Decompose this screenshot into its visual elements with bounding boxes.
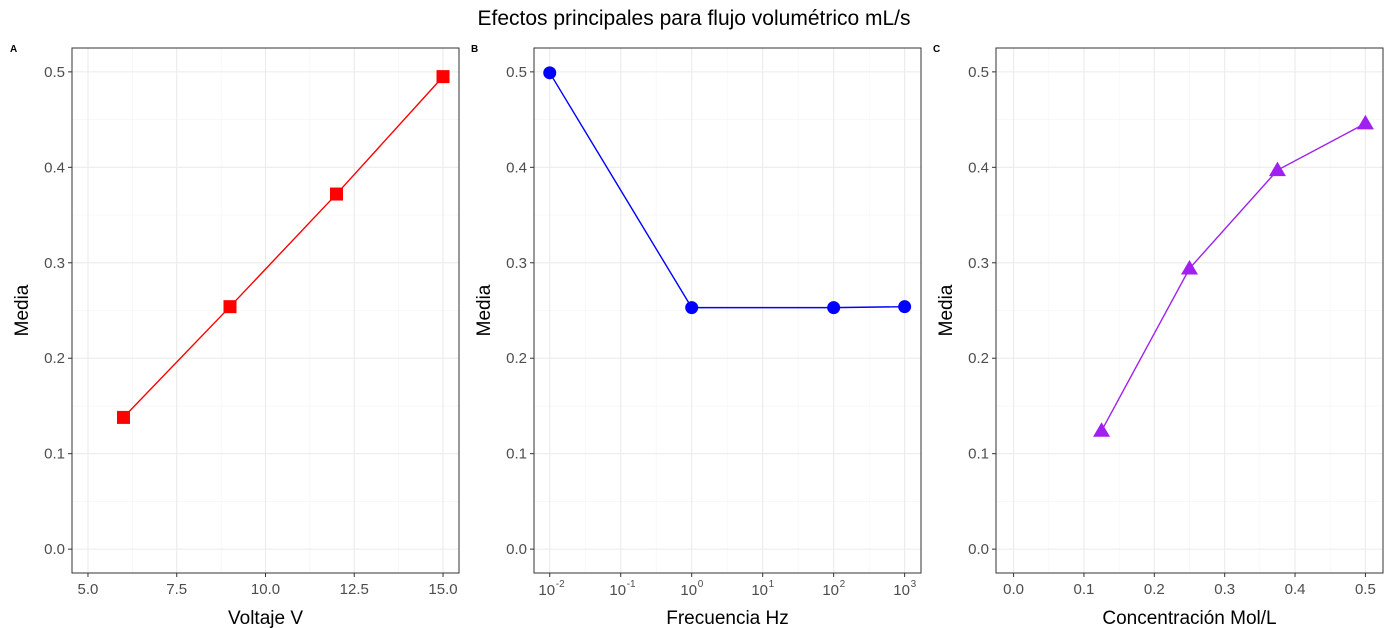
y-tick-label: 0.2 bbox=[44, 350, 65, 367]
y-tick-label: 0.1 bbox=[968, 446, 989, 463]
x-tick-label: 7.5 bbox=[166, 581, 187, 598]
x-tick-label: 10 0 bbox=[680, 579, 703, 599]
series-line bbox=[1100, 122, 1366, 432]
series-line bbox=[549, 72, 905, 309]
data-point bbox=[116, 410, 130, 424]
x-tick-base: 10 bbox=[893, 582, 910, 599]
plot-frame bbox=[533, 47, 922, 574]
x-tick-label: 15.0 bbox=[428, 581, 457, 598]
x-tick-label: 0.4 bbox=[1285, 581, 1306, 598]
plot-frame bbox=[995, 47, 1384, 574]
x-tick-exponent: -2 bbox=[556, 579, 565, 590]
y-tick-label: 0.4 bbox=[506, 159, 527, 176]
y-tick-label: 0.5 bbox=[506, 64, 527, 81]
data-point bbox=[827, 301, 841, 315]
x-tick-label: 10 -1 bbox=[609, 579, 636, 599]
data-point bbox=[1181, 260, 1198, 275]
x-tick-label: 0.1 bbox=[1074, 581, 1095, 598]
y-tick-label: 0.5 bbox=[968, 64, 989, 81]
y-tick-label: 0.0 bbox=[44, 541, 65, 558]
y-tick-label: 0.1 bbox=[506, 446, 527, 463]
data-point bbox=[543, 66, 557, 80]
x-tick-label: 10 1 bbox=[751, 579, 774, 599]
panel-b: 0.00.10.20.30.40.510 -2 10 -1 10 0 10 1 10 2 10 3Fr… bbox=[471, 44, 922, 628]
data-point bbox=[223, 300, 237, 314]
x-tick-exponent: 3 bbox=[911, 579, 917, 590]
panel-tag: C bbox=[933, 44, 940, 55]
y-axis-label: Media bbox=[12, 284, 33, 336]
data-point bbox=[330, 187, 344, 201]
y-tick-label: 0.0 bbox=[506, 541, 527, 558]
series-line bbox=[122, 76, 444, 418]
x-tick-label: 12.5 bbox=[340, 581, 369, 598]
x-tick-label: 10 2 bbox=[822, 579, 845, 599]
panels: 0.00.10.20.30.40.55.0 7.5 10.0 12.5 15.0Volt… bbox=[10, 44, 1384, 628]
y-tick-label: 0.3 bbox=[44, 255, 65, 272]
y-tick-label: 0.2 bbox=[968, 350, 989, 367]
data-point bbox=[436, 70, 450, 84]
x-tick-base: 10 bbox=[822, 582, 839, 599]
x-tick-label: 5.0 bbox=[78, 581, 99, 598]
y-tick-label: 0.4 bbox=[968, 159, 989, 176]
panel-tag: A bbox=[10, 44, 17, 55]
x-tick-exponent: 2 bbox=[840, 579, 846, 590]
x-tick-label: 0.2 bbox=[1144, 581, 1165, 598]
x-tick-base: 10 bbox=[538, 582, 555, 599]
x-tick-exponent: 0 bbox=[698, 579, 704, 590]
data-point bbox=[685, 301, 699, 315]
y-tick-label: 0.0 bbox=[968, 541, 989, 558]
data-point bbox=[1093, 422, 1111, 437]
panel-a: 0.0 0.1 0.2 0.3 0.4 0.5 5.0 7.5 10.0 12.5 15.0 Volt… bbox=[10, 44, 460, 628]
y-tick-label: 0.4 bbox=[44, 159, 65, 176]
data-point bbox=[1356, 114, 1374, 130]
y-axis-label: Media bbox=[474, 284, 495, 336]
x-tick-label: 0.5 bbox=[1355, 581, 1376, 598]
x-tick-exponent: 1 bbox=[769, 579, 775, 590]
x-axis-label: Voltaje V bbox=[228, 608, 303, 628]
data-point bbox=[1268, 161, 1286, 177]
y-tick-label: 0.3 bbox=[506, 255, 527, 272]
y-tick-label: 0.3 bbox=[968, 255, 989, 272]
x-axis-label: Concentración Mol/L bbox=[1102, 608, 1276, 628]
x-tick-exponent: -1 bbox=[627, 579, 636, 590]
panel-c: 0.0 0.1 0.2 0.3 0.4 0.5 0.0 0.1 0.2 0.3 0.4 0.5 Conc… bbox=[933, 44, 1384, 628]
x-axis-label: Frecuencia Hz bbox=[666, 608, 789, 628]
x-tick-base: 10 bbox=[609, 582, 626, 599]
x-tick-base: 10 bbox=[680, 582, 697, 599]
panel-tag: B bbox=[471, 44, 478, 55]
x-tick-base: 10 bbox=[751, 582, 768, 599]
y-axis-label: Media bbox=[936, 284, 957, 336]
x-tick-label: 0.0 bbox=[1003, 581, 1024, 598]
x-tick-label: 10 -2 bbox=[538, 579, 565, 599]
x-tick-label: 0.3 bbox=[1214, 581, 1235, 598]
x-tick-label: 10 3 bbox=[893, 579, 916, 599]
y-tick-label: 0.1 bbox=[44, 446, 65, 463]
data-point bbox=[898, 300, 912, 314]
y-tick-label: 0.5 bbox=[44, 64, 65, 81]
x-tick-label: 10.0 bbox=[251, 581, 280, 598]
y-tick-label: 0.2 bbox=[506, 350, 527, 367]
figure-title: Efectos principales para flujo volumétri… bbox=[477, 7, 910, 30]
